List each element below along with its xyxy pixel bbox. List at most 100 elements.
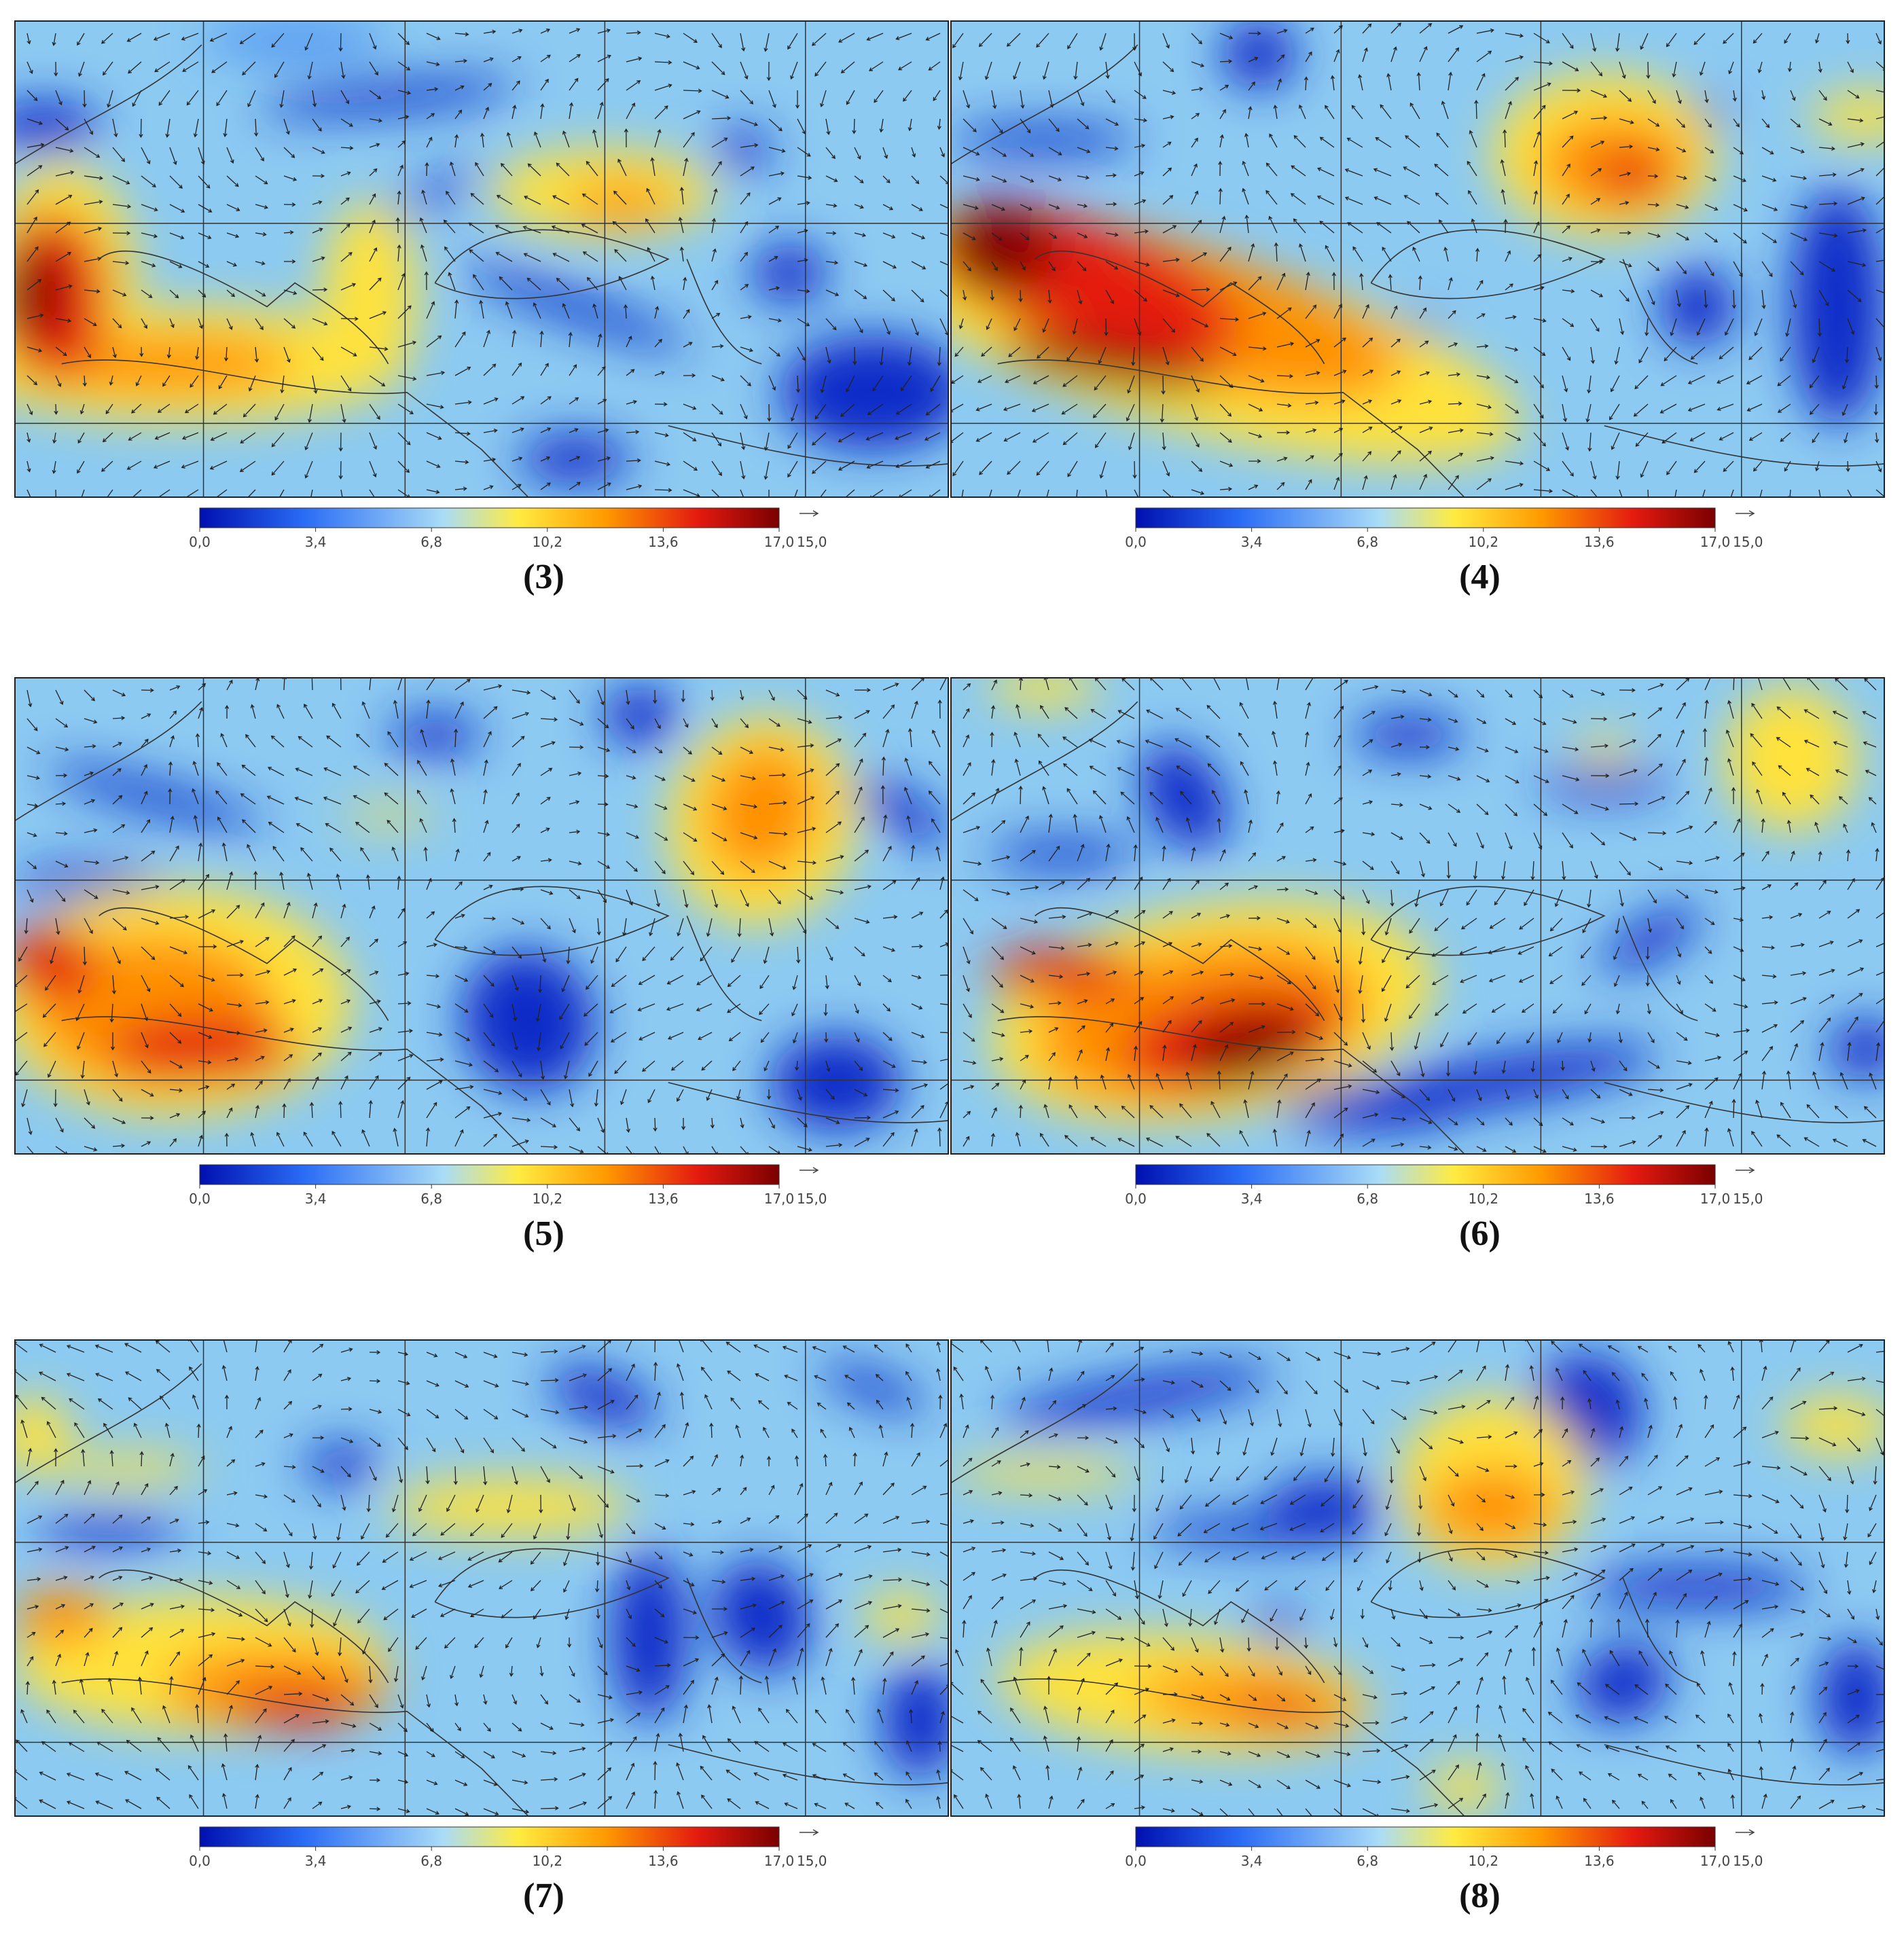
coastline [15,701,948,1154]
colorbar-tick-label: 13,6 [1584,534,1615,550]
speed-area [1231,1692,1325,1721]
colorbar-tick-label: 3,4 [1241,1191,1263,1207]
speed-area [565,183,678,221]
colorbar-tick-label: 0,0 [189,534,211,550]
colorbar-tick-label: 3,4 [305,1853,327,1869]
wind-field [15,1340,948,1816]
colorbar-tick-label: 6,8 [420,1191,442,1207]
colorbar-tick-label: 6,8 [1357,1853,1378,1869]
speed-area [341,806,435,826]
map-panel: 0,03,46,810,213,617,01715,0(6) [950,677,1885,1253]
panel-border [14,1339,949,1817]
speed-area [1426,1763,1502,1811]
speed-area [951,126,1138,155]
speed-area [1576,735,1633,764]
speed-area [461,263,689,350]
colorbar-tick-label: 10,2 [1469,534,1499,550]
coastline [15,44,948,497]
speed-area [752,245,827,302]
speed-area [33,1516,183,1545]
wind-field [951,678,1884,1154]
colorbar [199,507,780,528]
speed-area [603,687,678,745]
speed-area [951,202,1054,297]
panel-border [950,20,1885,498]
speed-area [1781,1397,1884,1455]
speed-area [323,202,416,393]
colorbar-tick-label: 0,0 [1125,534,1147,550]
colorbar [1135,507,1716,528]
speed-area [52,1454,202,1483]
colorbar-tick-label: 13,6 [648,534,679,550]
colorbar-tick-label: 17,0 [764,1191,795,1207]
speed-area [304,1445,379,1483]
colorbar-tick-label: 13,6 [1584,1191,1615,1207]
speed-area [1660,268,1736,345]
reference-vector [1736,1167,1755,1174]
speed-area [1140,744,1228,850]
speed-area [550,1367,657,1427]
wind-arrows [951,22,1884,497]
panel-caption: (4) [1459,558,1501,596]
colorbar-tick-label: 3,4 [1241,534,1263,550]
speed-area [821,1364,927,1411]
colorbar [199,1164,780,1185]
speed-area [462,949,594,1091]
coastline [951,44,1884,497]
speed-area [1791,187,1884,426]
field-background [15,1340,948,1816]
colorbar-tick-label: 13,6 [648,1853,679,1869]
speed-area [15,1587,109,1645]
speed-area [1539,768,1670,797]
speed-area [108,1015,295,1083]
panel-caption: (5) [523,1214,564,1253]
speed-area [951,1459,1138,1488]
colorbar-tick-label: 10,2 [533,534,563,550]
speed-area [1221,21,1297,88]
colorbar-tick-label: 3,4 [305,534,327,550]
speed-area [612,1549,687,1721]
speed-area [770,1034,902,1130]
colorbar-tick-label: 13,6 [1584,1853,1615,1869]
speed-area [230,1687,361,1726]
speed-area [15,925,99,1002]
panel-border [950,1339,1885,1817]
speed-area [1426,1468,1558,1545]
colorbar-tick-label: 6,8 [1357,1191,1378,1207]
map-panel: 0,03,46,810,213,617,01715,0(7) [14,1339,949,1915]
colorbar-tick-label: 0,0 [189,1853,211,1869]
reference-vector-label: 15,0 [797,1853,827,1869]
speed-area [1147,1516,1371,1545]
speed-area [1725,687,1856,831]
panel-border [950,677,1885,1155]
colorbar-tick-label: 3,4 [1241,1853,1263,1869]
reference-vector [1736,510,1755,517]
wind-field [951,1340,1884,1816]
panel-border [14,677,949,1155]
speed-area [384,167,486,218]
colorbar-tick-label: 17,0 [1700,1191,1731,1207]
speed-area [1585,1568,1810,1607]
colorbar-tick-label: 17,0 [1700,1853,1731,1869]
colorbar-tick-label: 6,8 [420,534,442,550]
colorbar-tick-label: 10,2 [1469,1853,1499,1869]
map-panel: 0,03,46,810,213,617,01715,0(3) [14,20,949,596]
panel-caption: (6) [1459,1214,1501,1253]
wind-arrows [951,1340,1884,1816]
colorbar [1135,1164,1716,1185]
speed-area [15,245,62,340]
panel-caption: (7) [523,1877,564,1915]
reference-vector [1736,1829,1755,1836]
speed-area [1601,907,1701,973]
speed-area [201,26,389,55]
speed-area [1185,1014,1314,1084]
speed-area [882,1663,948,1778]
speed-area [46,764,264,829]
colorbar-tick-label: 10,2 [533,1191,563,1207]
colorbar-tick-label: 13,6 [648,1191,679,1207]
colorbar-tick-label: 10,2 [1469,1191,1499,1207]
colorbar-tick-label: 0,0 [1125,1853,1147,1869]
speed-area [1810,92,1884,141]
coastline [951,1363,1884,1816]
